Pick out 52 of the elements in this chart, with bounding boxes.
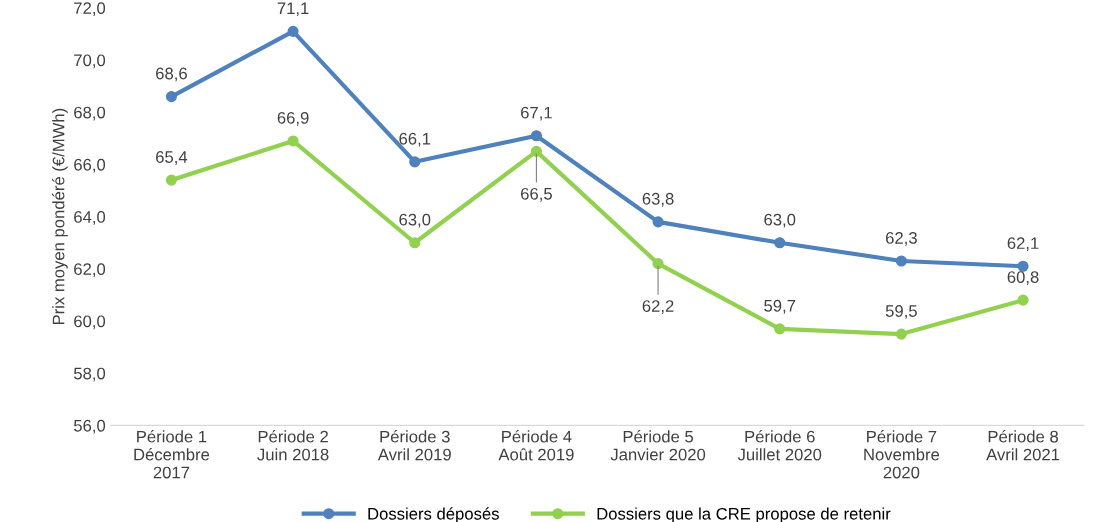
point (530, 130, 542, 142)
point (1017, 260, 1029, 272)
data-label: 63,0 (399, 213, 431, 228)
y-tick-label: 60,0 (74, 315, 106, 330)
data-label: 65,4 (156, 151, 188, 165)
x-tick-label: Période 6 Juillet 2020 (737, 430, 822, 461)
y-axis-title: Prix moyen pondéré (€/MWh) (52, 108, 68, 325)
x-tick-label: Période 7 Novembre 2020 (864, 430, 940, 479)
point (409, 237, 421, 249)
x-tick-label: Période 2 Juin 2018 (257, 430, 329, 461)
data-label: 71,1 (277, 2, 309, 17)
data-label: 66,5 (521, 187, 552, 202)
y-tick-label: 72,0 (74, 2, 106, 16)
legend-label: Dossiers que la CRE propose de retenir (597, 507, 891, 522)
data-label: 62,1 (1007, 237, 1039, 252)
point (895, 255, 907, 267)
data-label: 66,1 (399, 132, 431, 147)
point (774, 237, 786, 249)
y-tick-label: 70,0 (74, 54, 106, 69)
data-label: 62,2 (642, 300, 674, 314)
y-tick-label: 66,0 (74, 158, 106, 173)
data-label: 59,5 (885, 305, 917, 319)
x-tick-label: Période 4 Août 2019 (498, 430, 574, 461)
y-tick-label: 56,0 (73, 419, 106, 434)
data-label: 66,9 (277, 111, 309, 126)
y-tick-label: 62,0 (74, 263, 106, 277)
x-tick-label: Période 5 Janvier 2020 (610, 430, 706, 461)
point (652, 258, 664, 270)
data-label: 67,1 (521, 106, 552, 121)
y-tick-label: 68,0 (74, 106, 106, 121)
point (530, 145, 542, 157)
point (165, 91, 177, 103)
data-label: 63,0 (764, 213, 796, 228)
point (652, 216, 664, 228)
data-label: 60,8 (1007, 271, 1039, 285)
y-tick-label: 64,0 (74, 211, 106, 225)
point (287, 25, 299, 37)
data-label: 68,6 (156, 67, 187, 82)
data-label: 59,7 (764, 299, 796, 314)
x-tick-label: Période 3 Avril 2019 (377, 430, 451, 461)
x-tick-label: Période 1 Décembre 2017 (134, 430, 210, 479)
point (409, 156, 421, 168)
point (1017, 294, 1029, 306)
data-label: 62,3 (886, 232, 917, 246)
point (774, 323, 786, 335)
point (895, 328, 907, 340)
point (165, 174, 177, 186)
y-tick-label: 58,0 (73, 367, 106, 382)
legend-label: Dossiers déposés (368, 507, 499, 522)
point (287, 135, 299, 147)
data-label: 63,8 (642, 192, 674, 207)
x-tick-label: Période 8 Avril 2021 (986, 430, 1060, 461)
